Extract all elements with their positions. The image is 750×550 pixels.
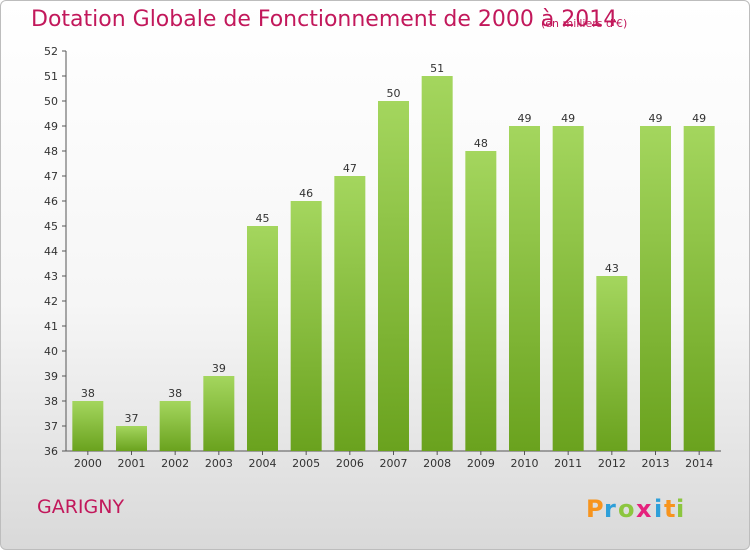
x-tick-label: 2005 — [292, 457, 320, 470]
x-tick-label: 2001 — [118, 457, 146, 470]
bar — [290, 201, 322, 451]
x-tick-label: 2013 — [642, 457, 670, 470]
bar — [378, 101, 409, 451]
bar — [72, 401, 104, 451]
data-label: 49 — [518, 112, 532, 125]
bar — [683, 126, 715, 451]
x-tick-label: 2010 — [511, 457, 539, 470]
x-tick-label: 2014 — [685, 457, 713, 470]
logo-letter: P — [586, 495, 604, 523]
y-tick-label: 47 — [44, 170, 58, 183]
data-label: 50 — [387, 87, 401, 100]
data-label: 46 — [299, 187, 313, 200]
y-tick-label: 41 — [44, 320, 58, 333]
x-tick-label: 2007 — [380, 457, 408, 470]
y-tick-label: 37 — [44, 420, 58, 433]
y-tick-label: 38 — [44, 395, 58, 408]
logo-letter: i — [676, 495, 684, 523]
y-tick-label: 48 — [44, 145, 58, 158]
data-label: 43 — [605, 262, 619, 275]
data-label: 49 — [649, 112, 663, 125]
y-tick-label: 46 — [44, 195, 58, 208]
chart-subtitle: (en milliers d'€) — [541, 17, 628, 30]
y-tick-label: 45 — [44, 220, 58, 233]
data-label: 49 — [561, 112, 575, 125]
data-label: 47 — [343, 162, 357, 175]
bar — [552, 126, 584, 451]
bar — [334, 176, 366, 451]
x-tick-label: 2012 — [598, 457, 626, 470]
data-label: 49 — [692, 112, 706, 125]
bar — [509, 126, 540, 451]
bar — [159, 401, 191, 451]
y-tick-label: 40 — [44, 345, 58, 358]
bar — [203, 376, 235, 451]
x-tick-label: 2002 — [161, 457, 189, 470]
y-tick-label: 42 — [44, 295, 58, 308]
data-label: 48 — [474, 137, 488, 150]
logo-letter: r — [604, 495, 616, 523]
y-tick-label: 50 — [44, 95, 58, 108]
y-tick-label: 39 — [44, 370, 58, 383]
logo-letter: o — [618, 495, 635, 523]
y-tick-label: 36 — [44, 445, 58, 458]
logo-letter: x — [636, 495, 652, 523]
logo-letter: i — [654, 495, 662, 523]
data-label: 38 — [81, 387, 95, 400]
data-label: 45 — [256, 212, 270, 225]
x-tick-label: 2011 — [554, 457, 582, 470]
y-tick-label: 49 — [44, 120, 58, 133]
data-label: 51 — [430, 62, 444, 75]
bar — [640, 126, 671, 451]
chart-title: Dotation Globale de Fonctionnement de 20… — [31, 7, 618, 32]
data-label: 38 — [168, 387, 182, 400]
x-tick-label: 2008 — [423, 457, 451, 470]
bar — [465, 151, 497, 451]
logo-letter: t — [664, 495, 675, 523]
bar — [596, 276, 628, 451]
x-tick-label: 2009 — [467, 457, 495, 470]
x-tick-label: 2004 — [249, 457, 277, 470]
x-tick-label: 2006 — [336, 457, 364, 470]
bar — [116, 426, 147, 451]
y-tick-label: 51 — [44, 70, 58, 83]
bar — [247, 226, 278, 451]
y-tick-label: 43 — [44, 270, 58, 283]
x-tick-label: 2003 — [205, 457, 233, 470]
data-label: 37 — [125, 412, 139, 425]
y-tick-label: 44 — [44, 245, 58, 258]
y-tick-label: 52 — [44, 45, 58, 58]
data-label: 39 — [212, 362, 226, 375]
bar — [421, 76, 453, 451]
x-tick-label: 2000 — [74, 457, 102, 470]
place-name: GARIGNY — [37, 496, 125, 518]
